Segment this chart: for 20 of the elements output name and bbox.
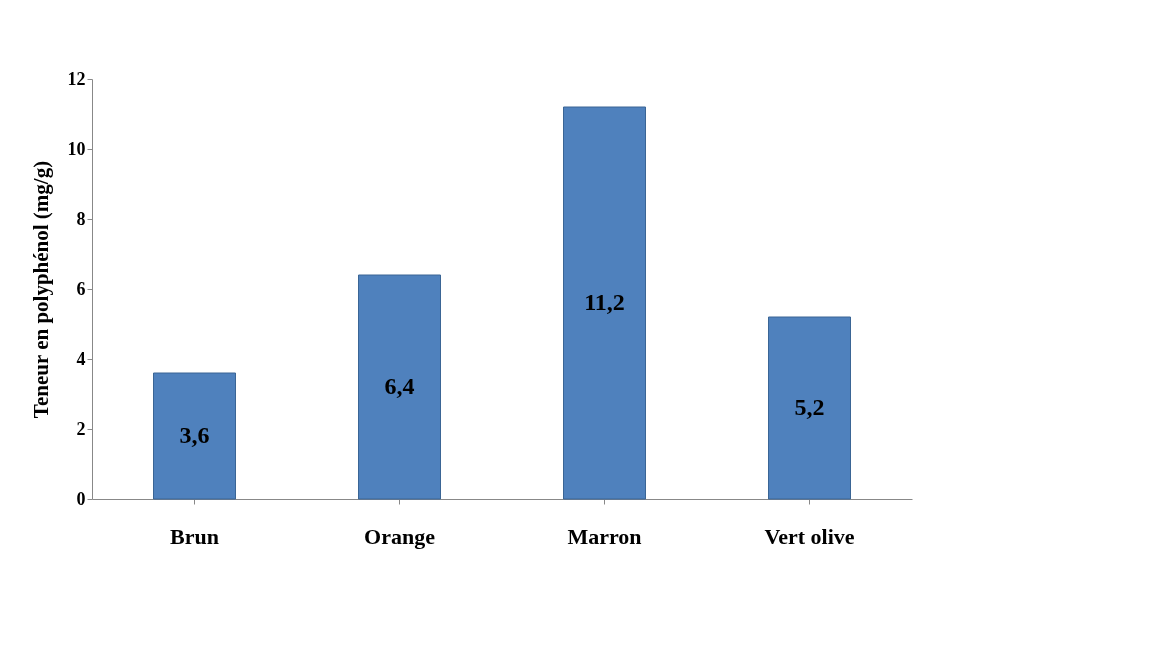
data-label: 3,6 <box>179 422 210 448</box>
y-tick-label: 8 <box>76 208 86 229</box>
bar <box>358 274 441 500</box>
x-tick-label: Brun <box>170 523 219 549</box>
data-label: 6,4 <box>384 373 415 399</box>
data-label: 5,2 <box>794 394 825 420</box>
bar <box>563 106 646 500</box>
y-tick-label: 10 <box>67 138 86 159</box>
y-tick-label: 0 <box>76 488 86 509</box>
y-tick-label: 2 <box>76 418 86 439</box>
bar <box>153 372 236 500</box>
y-tick-label: 4 <box>76 348 86 369</box>
y-tick-label: 6 <box>76 278 86 299</box>
y-axis-title: Teneur en polyphénol (mg/g) <box>28 160 53 419</box>
x-tick-label: Vert olive <box>764 523 855 549</box>
bar <box>768 316 851 500</box>
x-tick-label: Orange <box>364 523 436 549</box>
data-label: 11,2 <box>584 289 625 315</box>
x-tick-label: Marron <box>567 523 642 549</box>
y-tick-label: 12 <box>67 68 86 89</box>
